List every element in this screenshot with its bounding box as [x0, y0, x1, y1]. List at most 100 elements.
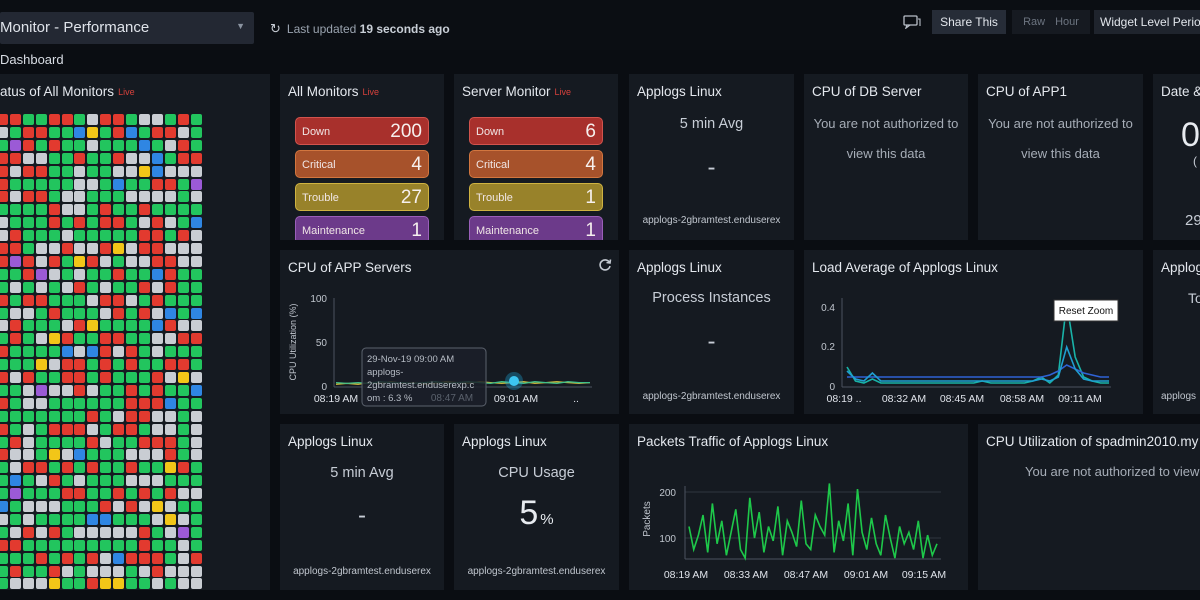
monitor-status-cell[interactable]: [22, 578, 34, 590]
monitor-status-cell[interactable]: [138, 217, 150, 229]
monitor-status-cell[interactable]: [35, 552, 47, 564]
monitor-status-cell[interactable]: [74, 217, 86, 229]
monitor-status-cell[interactable]: [100, 359, 112, 371]
monitor-status-cell[interactable]: [113, 565, 125, 577]
monitor-status-cell[interactable]: [113, 307, 125, 319]
monitor-status-cell[interactable]: [9, 526, 21, 538]
monitor-status-cell[interactable]: [48, 217, 60, 229]
monitor-status-cell[interactable]: [48, 152, 60, 164]
monitor-status-cell[interactable]: [113, 346, 125, 358]
widget-period-select[interactable]: Widget Level Perio: [1094, 10, 1200, 34]
monitor-status-cell[interactable]: [190, 178, 202, 190]
monitor-status-cell[interactable]: [61, 243, 73, 254]
monitor-status-cell[interactable]: [35, 565, 47, 577]
monitor-status-cell[interactable]: [151, 346, 163, 358]
monitor-status-cell[interactable]: [22, 436, 34, 448]
monitor-status-cell[interactable]: [164, 552, 176, 564]
monitor-status-cell[interactable]: [74, 126, 86, 138]
monitor-status-cell[interactable]: [190, 268, 202, 280]
monitor-status-cell[interactable]: [126, 526, 137, 538]
monitor-status-cell[interactable]: [87, 372, 99, 383]
monitor-status-cell[interactable]: [9, 397, 21, 409]
monitor-status-cell[interactable]: [126, 204, 137, 216]
monitor-status-cell[interactable]: [113, 294, 125, 306]
monitor-status-cell[interactable]: [74, 501, 86, 512]
monitor-status-cell[interactable]: [35, 488, 47, 500]
monitor-status-cell[interactable]: [164, 217, 176, 229]
monitor-status-cell[interactable]: [151, 488, 163, 500]
monitor-status-cell[interactable]: [138, 139, 150, 151]
monitor-status-cell[interactable]: [87, 346, 99, 358]
monitor-status-cell[interactable]: [138, 243, 150, 254]
monitor-status-cell[interactable]: [87, 333, 99, 345]
monitor-status-cell[interactable]: [151, 165, 163, 177]
monitor-status-cell[interactable]: [22, 114, 34, 125]
monitor-status-cell[interactable]: [61, 294, 73, 306]
monitor-status-cell[interactable]: [126, 462, 137, 474]
monitor-status-cell[interactable]: [113, 372, 125, 383]
monitor-status-cell[interactable]: [74, 165, 86, 177]
monitor-status-cell[interactable]: [151, 204, 163, 216]
kpi-host[interactable]: applogs-2gbramtest.enduserex: [467, 566, 606, 577]
monitor-status-cell[interactable]: [22, 359, 34, 371]
monitor-status-cell[interactable]: [87, 294, 99, 306]
monitor-status-cell[interactable]: [9, 372, 21, 383]
monitor-status-cell[interactable]: [87, 539, 99, 551]
monitor-status-cell[interactable]: [74, 539, 86, 551]
monitor-status-cell[interactable]: [74, 255, 86, 267]
monitor-status-cell[interactable]: [126, 449, 137, 461]
monitor-status-cell[interactable]: [0, 384, 8, 396]
monitor-status-cell[interactable]: [138, 397, 150, 409]
monitor-status-cell[interactable]: [113, 410, 125, 422]
monitor-status-cell[interactable]: [151, 501, 163, 512]
monitor-status-cell[interactable]: [151, 178, 163, 190]
monitor-status-cell[interactable]: [164, 320, 176, 332]
monitor-status-cell[interactable]: [22, 397, 34, 409]
monitor-status-cell[interactable]: [22, 165, 34, 177]
monitor-status-cell[interactable]: [87, 178, 99, 190]
monitor-status-cell[interactable]: [35, 294, 47, 306]
monitor-status-cell[interactable]: [61, 539, 73, 551]
monitor-status-cell[interactable]: [9, 333, 21, 345]
monitor-status-cell[interactable]: [0, 165, 8, 177]
monitor-status-cell[interactable]: [48, 501, 60, 512]
monitor-status-cell[interactable]: [9, 384, 21, 396]
monitor-status-cell[interactable]: [74, 152, 86, 164]
monitor-status-cell[interactable]: [113, 320, 125, 332]
monitor-status-cell[interactable]: [126, 114, 137, 125]
monitor-status-cell[interactable]: [61, 281, 73, 293]
monitor-status-cell[interactable]: [164, 178, 176, 190]
kpi-host[interactable]: applogs: [1161, 391, 1197, 402]
monitor-status-cell[interactable]: [126, 243, 137, 254]
monitor-status-cell[interactable]: [138, 255, 150, 267]
monitor-status-cell[interactable]: [0, 217, 8, 229]
monitor-status-cell[interactable]: [177, 268, 189, 280]
monitor-status-cell[interactable]: [126, 501, 137, 512]
monitor-status-cell[interactable]: [126, 488, 137, 500]
monitor-status-cell[interactable]: [0, 501, 8, 512]
monitor-status-cell[interactable]: [61, 513, 73, 525]
monitor-status-cell[interactable]: [138, 165, 150, 177]
raw-option[interactable]: Raw: [1023, 16, 1046, 28]
monitor-status-cell[interactable]: [100, 346, 112, 358]
monitor-status-cell[interactable]: [61, 462, 73, 474]
monitor-status-cell[interactable]: [0, 436, 8, 448]
monitor-status-cell[interactable]: [61, 126, 73, 138]
monitor-status-cell[interactable]: [48, 372, 60, 383]
monitor-status-cell[interactable]: [61, 217, 73, 229]
monitor-status-cell[interactable]: [177, 501, 189, 512]
monitor-status-cell[interactable]: [87, 578, 99, 590]
monitor-status-cell[interactable]: [35, 436, 47, 448]
monitor-status-cell[interactable]: [151, 126, 163, 138]
monitor-status-cell[interactable]: [61, 578, 73, 590]
monitor-status-cell[interactable]: [61, 346, 73, 358]
monitor-status-cell[interactable]: [74, 565, 86, 577]
monitor-status-cell[interactable]: [61, 397, 73, 409]
monitor-status-cell[interactable]: [126, 513, 137, 525]
monitor-status-cell[interactable]: [9, 462, 21, 474]
monitor-status-cell[interactable]: [113, 578, 125, 590]
monitor-status-cell[interactable]: [22, 294, 34, 306]
monitor-status-cell[interactable]: [22, 152, 34, 164]
monitor-status-cell[interactable]: [87, 436, 99, 448]
monitor-status-cell[interactable]: [113, 165, 125, 177]
